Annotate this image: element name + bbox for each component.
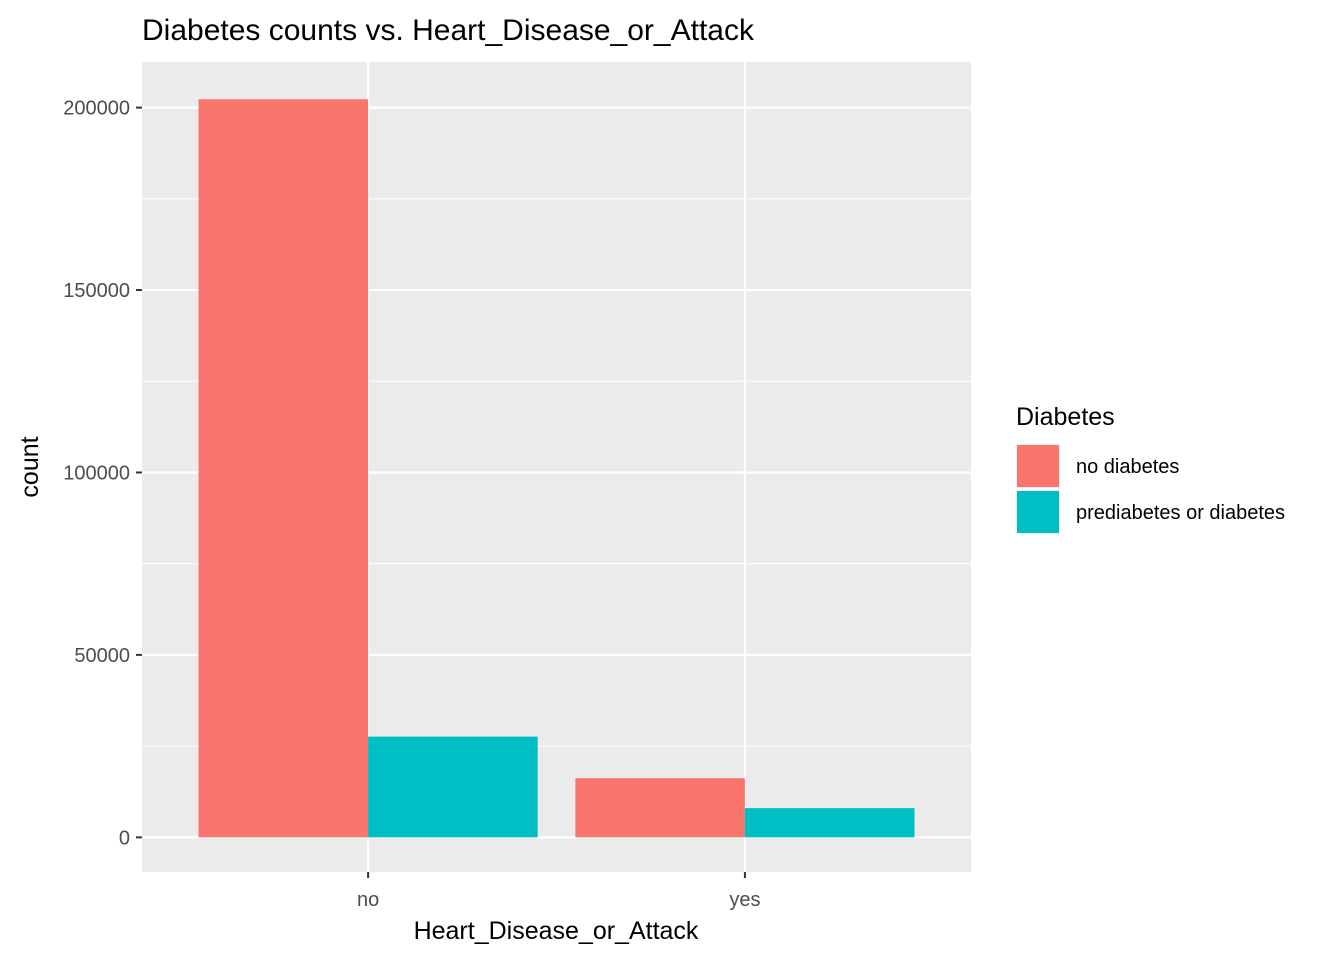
bar bbox=[198, 99, 369, 838]
y-tick-label: 200000 bbox=[63, 98, 130, 120]
chart-title: Diabetes counts vs. Heart_Disease_or_Att… bbox=[142, 14, 755, 47]
legend-key bbox=[1017, 445, 1059, 487]
x-axis: no yes bbox=[357, 872, 760, 911]
bar bbox=[368, 736, 538, 838]
bar bbox=[744, 808, 915, 838]
bars bbox=[198, 99, 915, 838]
legend: Diabetes no diabetes prediabetes or diabe… bbox=[1016, 403, 1285, 534]
legend-label: no diabetes bbox=[1076, 456, 1179, 478]
bar bbox=[575, 778, 745, 838]
x-tick-label: no bbox=[357, 889, 379, 911]
legend-label: prediabetes or diabetes bbox=[1076, 502, 1285, 524]
y-tick-label: 100000 bbox=[63, 462, 130, 484]
y-axis-title: count bbox=[16, 436, 44, 497]
legend-title: Diabetes bbox=[1016, 403, 1115, 431]
legend-items: no diabetes prediabetes or diabetes bbox=[1016, 444, 1285, 534]
legend-key bbox=[1017, 491, 1059, 533]
x-axis-title: Heart_Disease_or_Attack bbox=[414, 917, 699, 945]
y-tick-label: 50000 bbox=[74, 645, 130, 667]
y-tick-label: 0 bbox=[119, 827, 130, 849]
x-tick-label: yes bbox=[729, 889, 760, 911]
y-tick-label: 150000 bbox=[63, 280, 130, 302]
y-axis: 0 50000 100000 150000 200000 bbox=[63, 98, 142, 849]
